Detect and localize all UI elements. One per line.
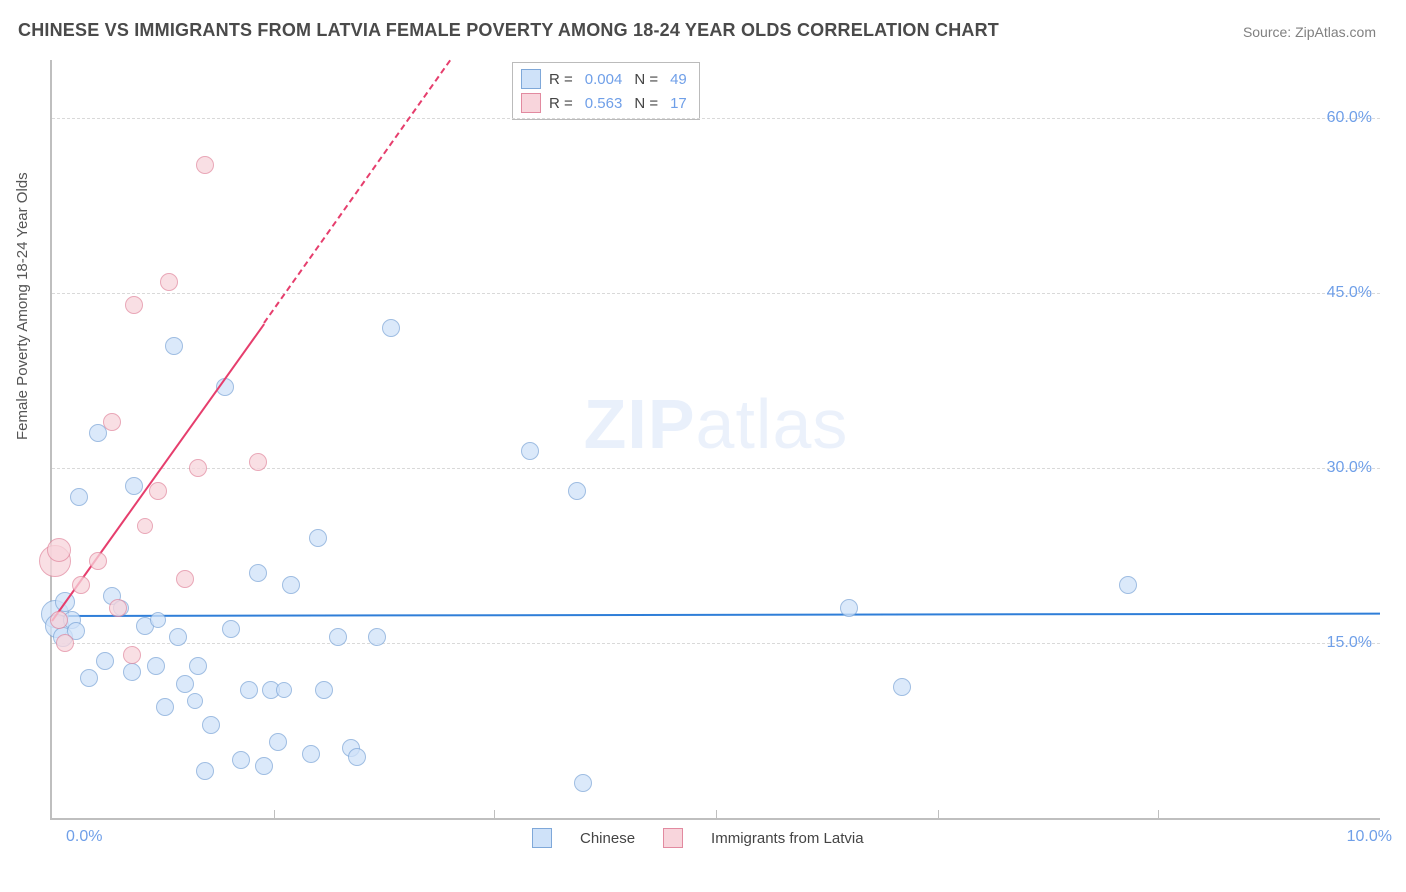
legend-label-latvia: Immigrants from Latvia xyxy=(711,830,864,847)
source-label: Source: xyxy=(1243,24,1291,40)
x-tick xyxy=(938,810,939,818)
watermark-thin: atlas xyxy=(696,385,849,463)
x-tick xyxy=(1158,810,1159,818)
data-point-chinese xyxy=(329,628,347,646)
data-point-latvia xyxy=(50,611,68,629)
n-label: N = xyxy=(634,71,658,88)
data-point-latvia xyxy=(72,576,90,594)
data-point-chinese xyxy=(189,657,207,675)
data-point-chinese xyxy=(150,612,166,628)
swatch-latvia xyxy=(663,828,683,848)
data-point-latvia xyxy=(149,482,167,500)
data-point-chinese xyxy=(315,681,333,699)
data-point-chinese xyxy=(249,564,267,582)
data-point-chinese xyxy=(123,663,141,681)
data-point-chinese xyxy=(156,698,174,716)
data-point-chinese xyxy=(302,745,320,763)
data-point-chinese xyxy=(840,599,858,617)
data-point-chinese xyxy=(96,652,114,670)
data-point-chinese xyxy=(521,442,539,460)
watermark: ZIPatlas xyxy=(584,384,849,464)
source-value: ZipAtlas.com xyxy=(1295,24,1376,40)
y-tick-label: 60.0% xyxy=(1327,109,1372,127)
data-point-chinese xyxy=(80,669,98,687)
data-point-chinese xyxy=(309,529,327,547)
data-point-chinese xyxy=(70,488,88,506)
data-point-latvia xyxy=(189,459,207,477)
data-point-chinese xyxy=(147,657,165,675)
n-label: N = xyxy=(634,95,658,112)
data-point-chinese xyxy=(382,319,400,337)
r-label: R = xyxy=(549,95,573,112)
data-point-chinese xyxy=(240,681,258,699)
watermark-bold: ZIP xyxy=(584,385,696,463)
data-point-chinese xyxy=(276,682,292,698)
data-point-chinese xyxy=(568,482,586,500)
scatter-plot-area: ZIPatlas R = 0.004 N = 49 R = 0.563 N = … xyxy=(50,60,1380,820)
y-axis-label: Female Poverty Among 18-24 Year Olds xyxy=(14,172,31,440)
swatch-chinese xyxy=(521,69,541,89)
data-point-chinese xyxy=(176,675,194,693)
y-tick-label: 15.0% xyxy=(1327,634,1372,652)
source-attribution: Source: ZipAtlas.com xyxy=(1243,24,1376,40)
x-tick xyxy=(494,810,495,818)
data-point-latvia xyxy=(56,634,74,652)
gridline xyxy=(52,643,1380,644)
y-tick-label: 45.0% xyxy=(1327,284,1372,302)
swatch-chinese xyxy=(532,828,552,848)
data-point-latvia xyxy=(176,570,194,588)
r-label: R = xyxy=(549,71,573,88)
data-point-latvia xyxy=(196,156,214,174)
data-point-chinese xyxy=(282,576,300,594)
legend-row-chinese: R = 0.004 N = 49 xyxy=(521,67,691,91)
legend-row-latvia: R = 0.563 N = 17 xyxy=(521,91,691,115)
trend-line xyxy=(264,60,452,324)
data-point-latvia xyxy=(123,646,141,664)
r-value-chinese: 0.004 xyxy=(581,71,627,88)
data-point-chinese xyxy=(1119,576,1137,594)
y-tick-label: 30.0% xyxy=(1327,459,1372,477)
swatch-latvia xyxy=(521,93,541,113)
data-point-chinese xyxy=(893,678,911,696)
trend-line xyxy=(52,613,1380,617)
n-value-chinese: 49 xyxy=(666,71,691,88)
data-point-chinese xyxy=(255,757,273,775)
data-point-chinese xyxy=(196,762,214,780)
data-point-chinese xyxy=(165,337,183,355)
gridline xyxy=(52,118,1380,119)
x-tick xyxy=(274,810,275,818)
data-point-chinese xyxy=(574,774,592,792)
data-point-chinese xyxy=(187,693,203,709)
x-axis-max-label: 10.0% xyxy=(1347,828,1392,846)
chart-title: CHINESE VS IMMIGRANTS FROM LATVIA FEMALE… xyxy=(18,20,999,41)
data-point-latvia xyxy=(160,273,178,291)
legend-correlation-box: R = 0.004 N = 49 R = 0.563 N = 17 xyxy=(512,62,700,120)
legend-label-chinese: Chinese xyxy=(580,830,635,847)
data-point-chinese xyxy=(202,716,220,734)
data-point-chinese xyxy=(232,751,250,769)
r-value-latvia: 0.563 xyxy=(581,95,627,112)
legend-series: Chinese Immigrants from Latvia xyxy=(532,828,864,848)
data-point-chinese xyxy=(348,748,366,766)
x-axis-min-label: 0.0% xyxy=(66,828,102,846)
data-point-chinese xyxy=(125,477,143,495)
data-point-latvia xyxy=(103,413,121,431)
n-value-latvia: 17 xyxy=(666,95,691,112)
data-point-chinese xyxy=(222,620,240,638)
data-point-latvia xyxy=(47,538,71,562)
data-point-latvia xyxy=(125,296,143,314)
data-point-chinese xyxy=(269,733,287,751)
data-point-latvia xyxy=(89,552,107,570)
x-tick xyxy=(716,810,717,818)
data-point-latvia xyxy=(137,518,153,534)
gridline xyxy=(52,293,1380,294)
